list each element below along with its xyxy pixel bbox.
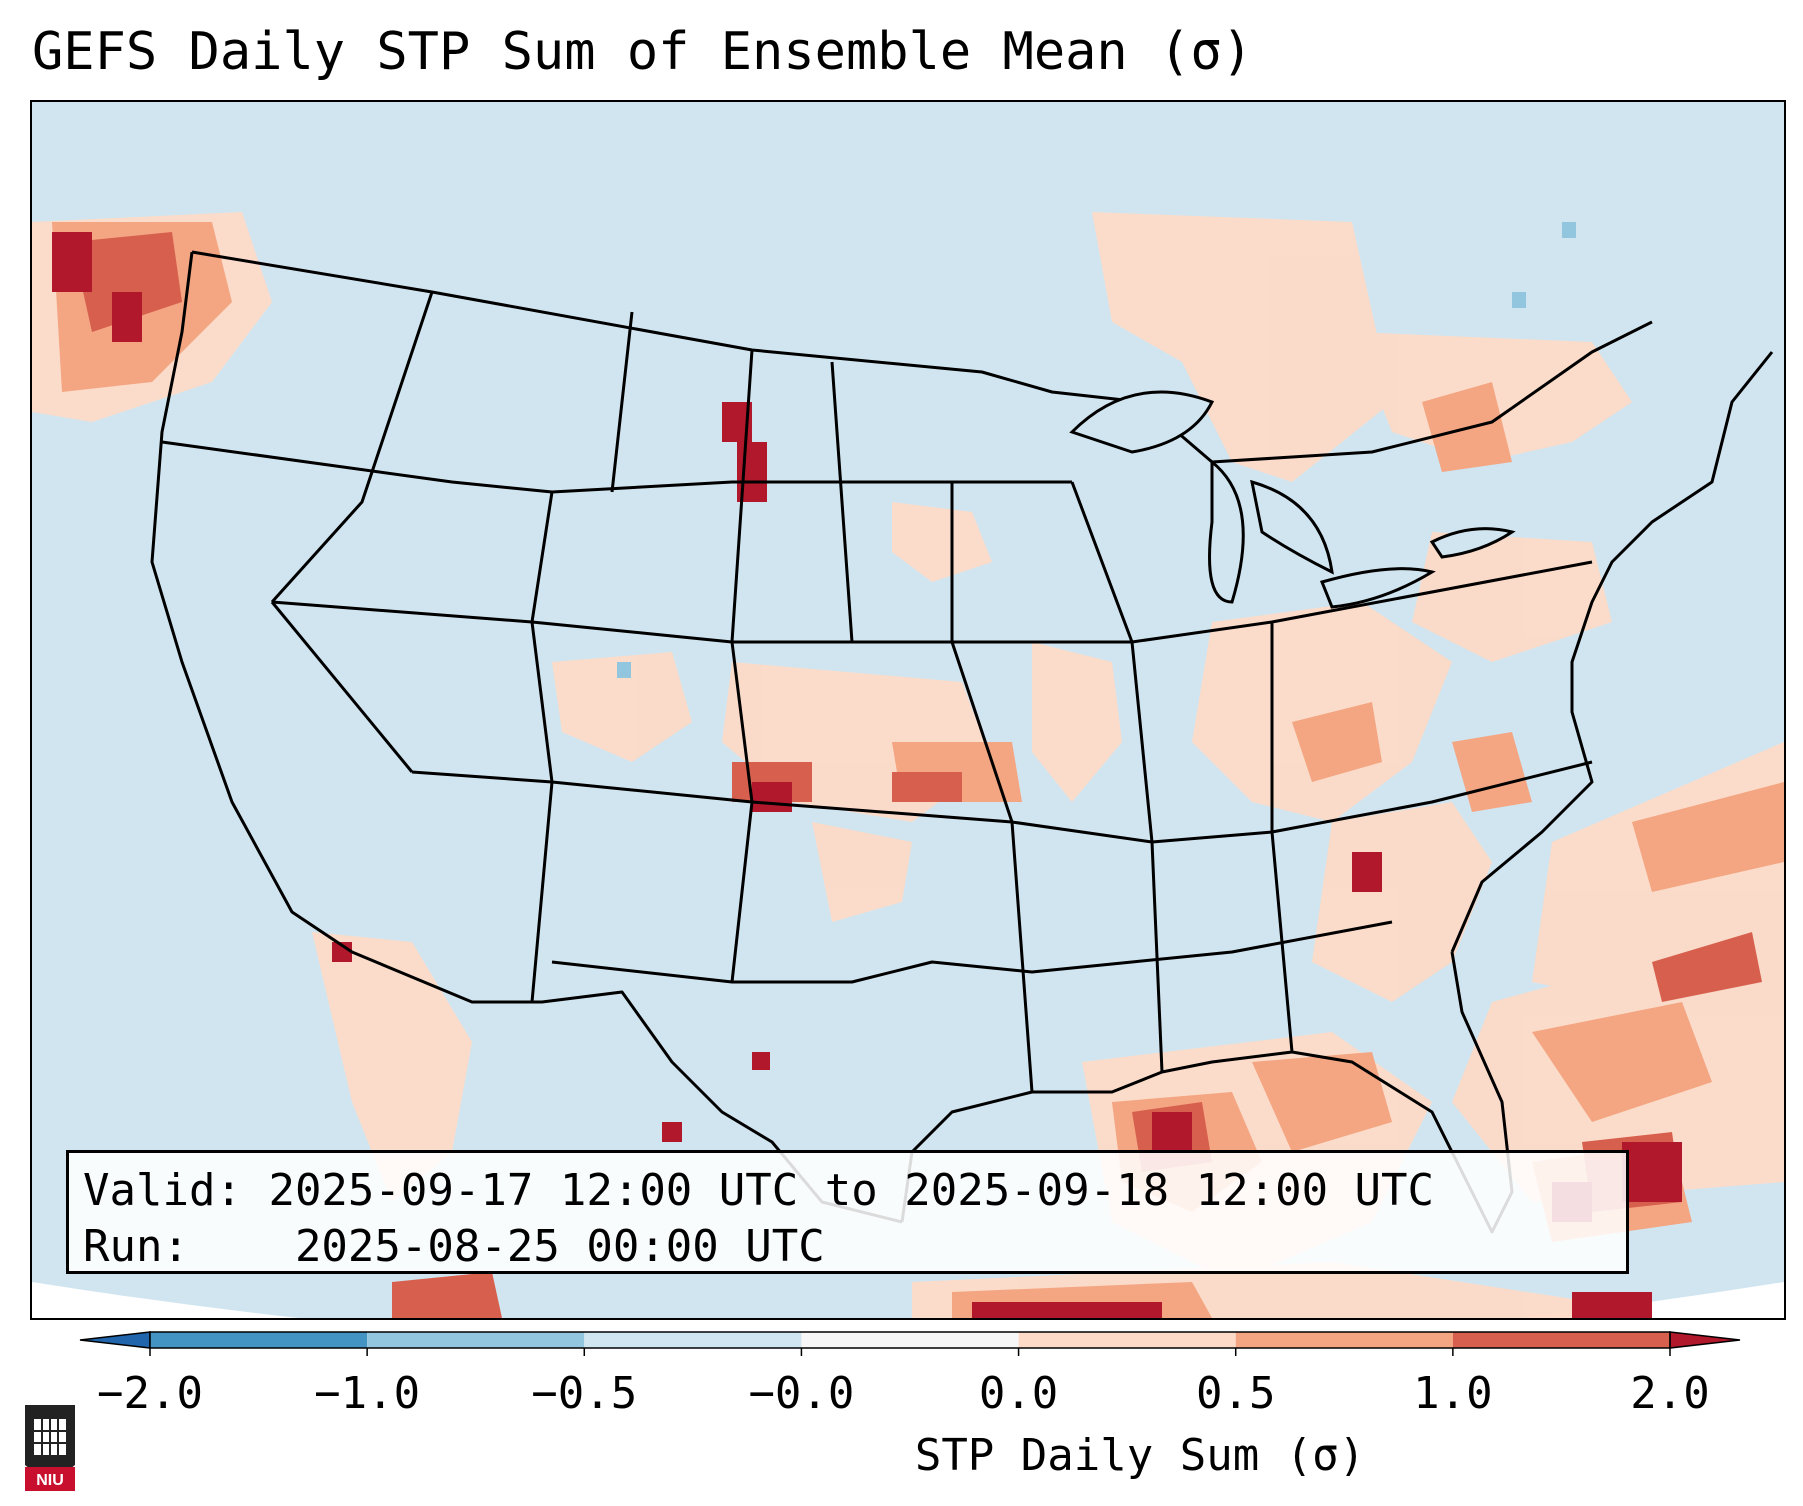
stp-map — [32, 102, 1784, 1318]
colorbar-frame — [149, 1331, 1671, 1349]
colorbar-tick-label: −1.0 — [314, 1368, 421, 1419]
geographic-borders — [150, 250, 1774, 1234]
colorbar-segment — [367, 1332, 585, 1348]
colorbar-extend-high — [1669, 1331, 1741, 1349]
colorbar-segment — [1235, 1332, 1453, 1348]
colorbar-label: STP Daily Sum (σ) — [914, 1430, 1366, 1481]
colorbar-tick-label: 0.5 — [1195, 1368, 1276, 1419]
stp-anomaly-negative — [617, 222, 1576, 678]
valid-label: Valid: — [83, 1165, 242, 1216]
colorbar-segment — [1018, 1332, 1236, 1348]
colorbar-tick-label: 0.0 — [978, 1368, 1059, 1419]
colorbar-tick-label: −0.0 — [748, 1368, 855, 1419]
colorbar-tick-label: 1.0 — [1413, 1368, 1493, 1419]
valid-run-info-box: Valid: 2025-09-17 12:00 UTC to 2025-09-1… — [66, 1150, 1629, 1274]
chart-title: GEFS Daily STP Sum of Ensemble Mean (σ) — [32, 22, 1253, 82]
run-row: Run: 2025-08-25 00:00 UTC — [83, 1219, 1612, 1275]
colorbar-segment — [801, 1332, 1019, 1348]
colorbar-tick-label: 2.0 — [1630, 1368, 1710, 1419]
great-lakes — [1069, 390, 1516, 609]
valid-time-range: 2025-09-17 12:00 UTC to 2025-09-18 12:00… — [268, 1165, 1435, 1216]
valid-row: Valid: 2025-09-17 12:00 UTC to 2025-09-1… — [83, 1163, 1612, 1219]
niu-logo: NIU — [25, 1405, 75, 1491]
colorbar-segment — [584, 1332, 802, 1348]
colorbar-tick-label: −0.5 — [531, 1368, 638, 1419]
map-panel — [30, 100, 1786, 1320]
niu-logo-text: NIU — [36, 1472, 64, 1489]
colorbar-segment — [1452, 1332, 1670, 1348]
colorbar-extend-low — [79, 1331, 151, 1349]
run-time: 2025-08-25 00:00 UTC — [294, 1221, 825, 1272]
colorbar-segment — [150, 1332, 368, 1348]
run-label: Run: — [83, 1221, 189, 1272]
colorbar-tick-label: −2.0 — [97, 1368, 203, 1419]
colorbar — [79, 1331, 1741, 1356]
